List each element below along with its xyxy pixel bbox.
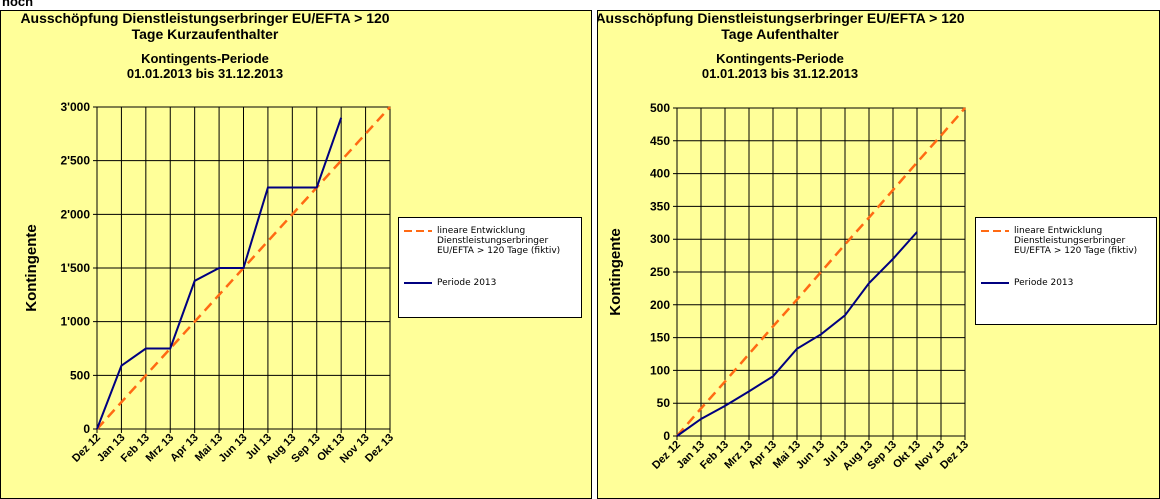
y-tick-label: 100	[650, 363, 670, 377]
y-tick-label: 2'500	[60, 154, 90, 168]
series-line	[676, 107, 966, 437]
y-tick-label: 500	[650, 101, 670, 115]
legend-swatch	[981, 230, 1009, 232]
y-tick-label: 3'000	[60, 100, 90, 114]
y-tick-label: 0	[663, 429, 670, 443]
y-tick-label: 2'000	[60, 207, 90, 221]
y-tick-label: 350	[650, 199, 670, 213]
legend-entry: Periode 2013	[980, 278, 1152, 288]
y-tick-label: 150	[650, 331, 670, 345]
legend-label: lineare Entwicklung Dienstleistungserbri…	[437, 226, 561, 256]
y-tick-label: 250	[650, 265, 670, 279]
legend-entry: lineare Entwicklung Dienstleistungserbri…	[980, 226, 1152, 256]
y-tick-label: 1'500	[60, 261, 90, 275]
y-axis-label: Kontingente	[607, 228, 624, 316]
y-tick-label: 200	[650, 298, 670, 312]
chart: Ausschöpfung Dienstleistungserbringer EU…	[0, 10, 592, 499]
series-line	[96, 117, 343, 430]
chart-subtitle: 01.01.2013 bis 31.12.2013	[127, 66, 283, 81]
legend-swatch	[404, 282, 432, 284]
y-tick-label: 50	[657, 396, 671, 410]
y-tick-label: 500	[70, 368, 90, 382]
legend-swatch	[404, 230, 432, 232]
chart-subtitle: Kontingents-Periode	[141, 51, 269, 66]
chart-subtitle: Kontingents-Periode	[716, 51, 844, 66]
legend-entry: lineare Entwicklung Dienstleistungserbri…	[403, 226, 577, 256]
y-tick-label: 450	[650, 134, 670, 148]
y-tick-label: 400	[650, 167, 670, 181]
y-tick-label: 1'000	[60, 315, 90, 329]
legend-label: Periode 2013	[437, 278, 497, 288]
legend-swatch	[981, 282, 1009, 284]
chart-title: Tage Kurzaufenthalter	[132, 26, 279, 42]
legend-entry: Periode 2013	[403, 278, 577, 288]
page-label: noch	[2, 0, 34, 9]
y-axis-label: Kontingente	[23, 224, 40, 312]
legend: lineare Entwicklung Dienstleistungserbri…	[398, 217, 582, 318]
chart: Ausschöpfung Dienstleistungserbringer EU…	[597, 10, 1160, 499]
chart-title: Tage Aufenthalter	[721, 26, 839, 42]
chart-title: Ausschöpfung Dienstleistungserbringer EU…	[597, 10, 965, 26]
legend: lineare Entwicklung Dienstleistungserbri…	[975, 217, 1157, 325]
y-tick-label: 300	[650, 232, 670, 246]
legend-label: Periode 2013	[1014, 278, 1074, 288]
legend-label: lineare Entwicklung Dienstleistungserbri…	[1014, 226, 1138, 256]
y-tick-label: 0	[83, 422, 90, 436]
chart-title: Ausschöpfung Dienstleistungserbringer EU…	[20, 10, 389, 26]
chart-subtitle: 01.01.2013 bis 31.12.2013	[702, 66, 858, 81]
series-line	[676, 231, 918, 437]
